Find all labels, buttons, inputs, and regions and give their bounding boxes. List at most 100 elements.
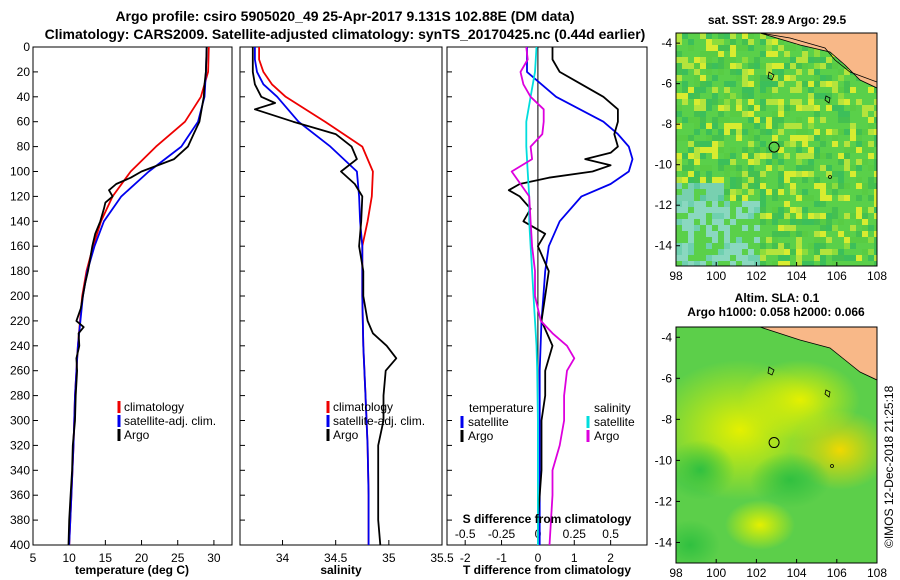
series-climatology (68, 47, 210, 545)
difference-legend: temperature satellite Argo salinity sate… (460, 401, 635, 443)
map-y-tick-label: -12 (655, 494, 673, 508)
temperature-legend: climatology satellite-adj. clim. Argo (117, 400, 216, 442)
sla-map-title-line2: Argo h1000: 0.058 h2000: 0.066 (687, 305, 865, 319)
map-y-tick-label: -8 (661, 412, 672, 426)
x-tick-label-top: -0.5 (455, 527, 476, 541)
x-tick-label: 34 (276, 551, 290, 565)
depth-tick-label: 120 (10, 189, 30, 203)
x-tick-label: 35 (382, 551, 396, 565)
x-tick-label-top: -0.25 (488, 527, 516, 541)
series-argo (67, 47, 208, 545)
map-y-tick-label: -8 (661, 117, 672, 131)
salinity-panel (239, 46, 443, 546)
x-tick-label: 35.5 (430, 551, 454, 565)
depth-tick-label: 340 (10, 463, 30, 477)
figure-title-line1: Argo profile: csiro 5905020_49 25-Apr-20… (115, 8, 575, 24)
depth-axis: 0 20 40 60 80 100 120 140 160 180 200 220 240 260 280 3… (10, 40, 452, 552)
depth-tick-label: 80 (17, 140, 31, 154)
depth-tick-label: 40 (17, 90, 31, 104)
argo-location-marker (768, 141, 780, 153)
argo-location-marker (768, 437, 780, 449)
sst-map-axes: 98 100 102 104 106 108 -4 -6 -8 -10 -12 -14 (655, 36, 888, 283)
map-y-tick-label: -6 (661, 77, 672, 91)
map-x-tick-label: 98 (669, 566, 683, 580)
t-difference-axis-label: T difference from climatology (463, 563, 631, 577)
depth-tick-label: 300 (10, 414, 30, 428)
sumatra-java-land (700, 33, 877, 89)
figure-title-line2: Climatology: CARS2009. Satellite-adjuste… (44, 26, 646, 42)
depth-tick-label: 20 (17, 65, 31, 79)
map-x-tick-label: 100 (706, 269, 726, 283)
map-y-tick-label: -14 (655, 535, 673, 549)
depth-tick-label: 160 (10, 239, 30, 253)
x-tick-label: 34.5 (324, 551, 348, 565)
map-y-tick-label: -14 (655, 239, 673, 253)
map-y-tick-label: -4 (661, 330, 672, 344)
map-x-tick-label: 108 (867, 566, 887, 580)
x-tick-label: 0 (535, 551, 542, 565)
salinity-x-axis: 34 34.5 35 35.5 (276, 540, 454, 565)
series-climatology (258, 47, 374, 545)
sst-map (676, 33, 877, 266)
map-y-tick-label: -4 (661, 36, 672, 50)
x-tick-label: 25 (171, 551, 185, 565)
x-tick-label: -1 (496, 551, 507, 565)
depth-tick-label: 260 (10, 364, 30, 378)
sst-map-title: sat. SST: 28.9 Argo: 29.5 (708, 13, 847, 27)
temperature-x-axis: 5 10 15 20 25 30 (30, 540, 221, 565)
depth-tick-label: 380 (10, 513, 30, 527)
map-x-tick-label: 104 (787, 566, 807, 580)
imos-credit: ©IMOS 12-Dec-2018 21:25:18 (882, 385, 896, 548)
map-x-tick-label: 106 (827, 566, 847, 580)
x-tick-label-top: 0.5 (602, 527, 619, 541)
map-x-tick-label: 102 (746, 269, 766, 283)
map-x-tick-label: 108 (867, 269, 887, 283)
map-x-tick-label: 100 (706, 566, 726, 580)
legend-argo: Argo (333, 428, 359, 442)
x-tick-label: 20 (135, 551, 149, 565)
x-tick-label: 2 (607, 551, 614, 565)
depth-tick-label: 0 (23, 40, 30, 54)
series-satellite-adj-clim- (68, 47, 208, 545)
map-y-tick-label: -12 (655, 198, 673, 212)
legend-satellite-adj: satellite-adj. clim. (333, 414, 425, 428)
sla-map-title-line1: Altim. SLA: 0.1 (735, 291, 820, 305)
s-difference-axis-label: S difference from climatology (463, 512, 632, 526)
map-x-tick-label: 106 (827, 269, 847, 283)
series-satellite-adj-clim- (253, 47, 370, 545)
x-tick-label: 10 (63, 551, 77, 565)
x-tick-label: 15 (99, 551, 113, 565)
map-y-tick-label: -10 (655, 158, 673, 172)
map-y-tick-label: -10 (655, 453, 673, 467)
legend-salinity-heading: salinity (594, 401, 631, 415)
depth-tick-label: 320 (10, 438, 30, 452)
legend-t-argo: Argo (468, 429, 494, 443)
depth-tick-label: 360 (10, 488, 30, 502)
map-x-tick-label: 102 (746, 566, 766, 580)
depth-tick-label: 240 (10, 339, 30, 353)
series-s-satellite (525, 47, 539, 545)
legend-s-argo: Argo (594, 429, 620, 443)
sla-map (676, 327, 877, 563)
temperature-panel (32, 46, 233, 546)
series-t-satellite (526, 47, 634, 545)
series-argo (251, 47, 398, 545)
x-tick-label-top: 0.25 (563, 527, 587, 541)
salinity-lines (251, 47, 398, 545)
depth-tick-label: 60 (17, 115, 31, 129)
x-tick-label: -2 (460, 551, 471, 565)
x-tick-label: 5 (30, 551, 37, 565)
map-y-tick-label: -6 (661, 371, 672, 385)
salinity-legend: climatology satellite-adj. clim. Argo (326, 400, 425, 442)
difference-lines (507, 47, 634, 545)
salinity-axis-label: salinity (320, 563, 362, 577)
temperature-axis-label: temperature (deg C) (75, 563, 189, 577)
legend-argo: Argo (124, 428, 150, 442)
legend-temperature-heading: temperature (469, 401, 534, 415)
depth-tick-label: 220 (10, 314, 30, 328)
series-t-argo (507, 47, 619, 545)
depth-tick-label: 100 (10, 165, 30, 179)
series-s-argo (510, 47, 576, 545)
legend-satellite-adj: satellite-adj. clim. (124, 414, 216, 428)
